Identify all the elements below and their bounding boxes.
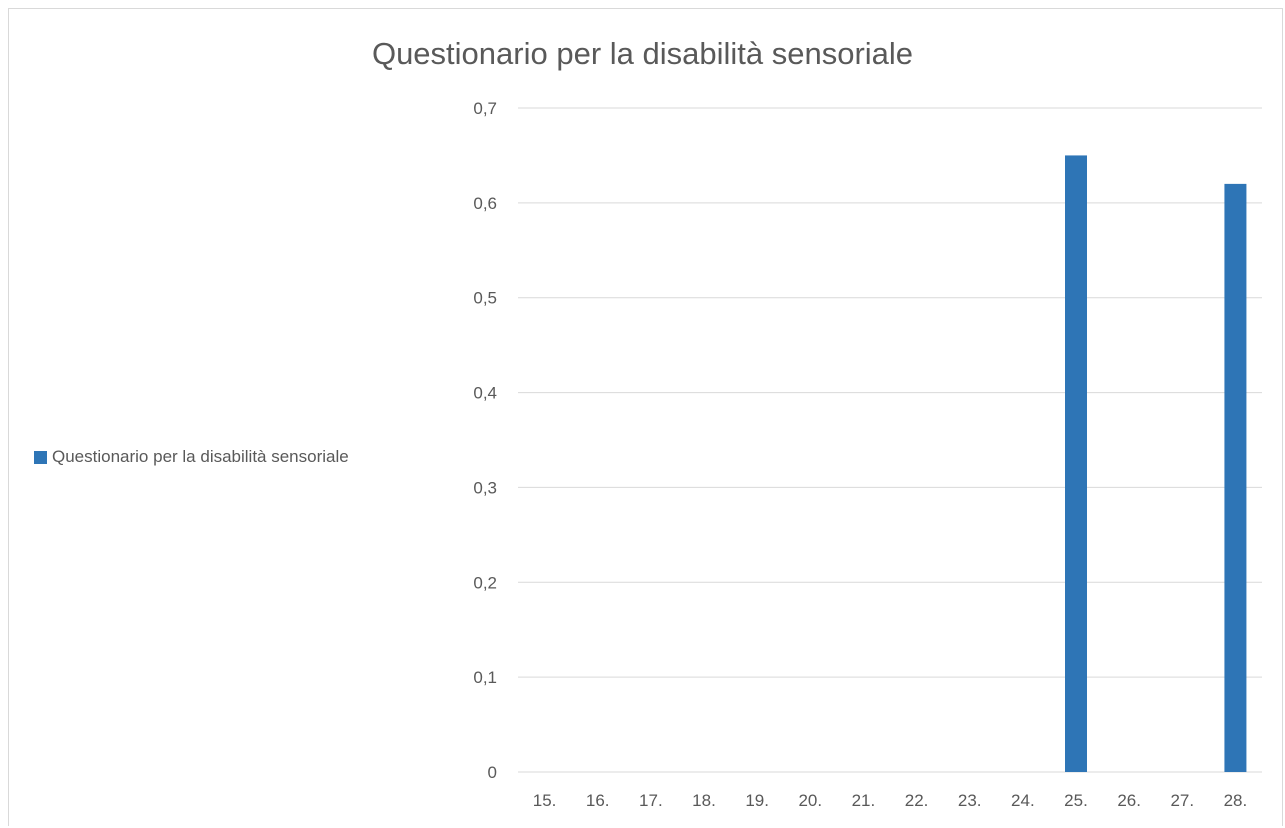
y-tick-label: 0,2 — [473, 573, 497, 592]
x-tick-label: 27. — [1170, 791, 1194, 810]
bar-25 — [1065, 155, 1087, 772]
x-tick-label: 15. — [533, 791, 557, 810]
y-tick-label: 0,5 — [473, 289, 497, 308]
x-tick-label: 19. — [745, 791, 769, 810]
y-tick-label: 0,7 — [473, 99, 497, 118]
x-tick-label: 18. — [692, 791, 716, 810]
y-tick-label: 0,1 — [473, 668, 497, 687]
x-tick-label: 21. — [852, 791, 876, 810]
x-tick-label: 28. — [1224, 791, 1248, 810]
x-tick-label: 23. — [958, 791, 982, 810]
x-tick-label: 16. — [586, 791, 610, 810]
x-tick-label: 25. — [1064, 791, 1088, 810]
y-tick-label: 0,3 — [473, 478, 497, 497]
bar-28 — [1224, 183, 1247, 772]
x-tick-label: 17. — [639, 791, 663, 810]
y-tick-label: 0,6 — [473, 194, 497, 213]
x-tick-label: 26. — [1117, 791, 1141, 810]
x-tick-label: 20. — [798, 791, 822, 810]
y-tick-label: 0,4 — [473, 384, 497, 403]
legend: Questionario per la disabilità sensorial… — [34, 447, 349, 467]
x-tick-label: 22. — [905, 791, 929, 810]
legend-swatch — [34, 450, 47, 464]
chart-title: Questionario per la disabilità sensorial… — [371, 36, 914, 71]
legend-label: Questionario per la disabilità sensorial… — [52, 447, 349, 466]
y-tick-label: 0 — [488, 763, 497, 782]
x-tick-label: 24. — [1011, 791, 1035, 810]
